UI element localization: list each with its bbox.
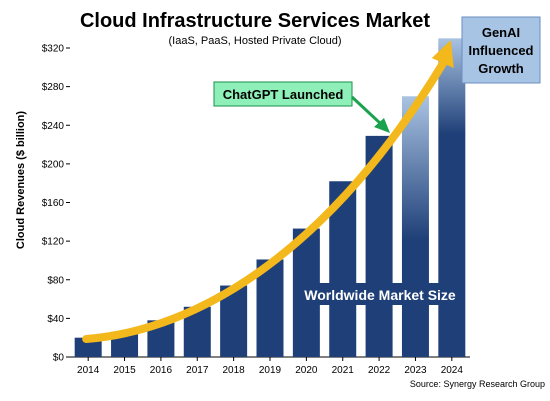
genai-label-line3: Growth <box>478 61 524 76</box>
y-axis: $0 $40 $80 $120 $160 $200 $240 $280 $320 <box>42 44 70 364</box>
x-tick-label-2016: 2016 <box>150 365 173 376</box>
genai-label-line2: Influenced <box>468 43 533 58</box>
chatgpt-callout <box>213 81 353 107</box>
source-note: Source: Synergy Research Group <box>410 379 545 389</box>
x-axis: 2014 2015 2016 2017 2018 2019 2020 2021 2022 2023… <box>77 357 463 376</box>
x-tick-label-2023: 2023 <box>404 365 427 376</box>
bar-2014 <box>74 337 102 357</box>
y-tick-label: $40 <box>47 314 64 325</box>
y-axis-label: Cloud Revenues ($ billion) <box>15 111 27 249</box>
bars <box>74 38 466 357</box>
y-tick-label: $160 <box>42 198 65 209</box>
chatgpt-pointer-head <box>374 118 390 133</box>
growth-arrow <box>82 58 448 343</box>
market-size-box <box>297 283 462 305</box>
y-tick-label: $240 <box>42 121 65 132</box>
x-tick-label-2018: 2018 <box>223 365 246 376</box>
x-tick-label-2024: 2024 <box>441 365 464 376</box>
chart-title: Cloud Infrastructure Services Market <box>80 10 430 32</box>
chatgpt-pointer <box>350 95 383 126</box>
genai-box <box>461 16 541 84</box>
y-tick-label: $200 <box>42 159 65 170</box>
x-tick-label-2022: 2022 <box>368 365 391 376</box>
chart-subtitle: (IaaS, PaaS, Hosted Private Cloud) <box>168 35 341 47</box>
growth-arrow-head <box>431 40 454 68</box>
x-tick-label-2014: 2014 <box>77 365 100 376</box>
y-tick-label: $120 <box>42 237 65 248</box>
y-tick-label: $280 <box>42 82 65 93</box>
x-tick-label-2020: 2020 <box>295 365 318 376</box>
y-tick-label: $0 <box>53 353 65 364</box>
x-tick-label-2015: 2015 <box>113 365 136 376</box>
bar-2024 <box>438 38 466 357</box>
y-tick-label: $80 <box>47 275 64 286</box>
market-size-label: Worldwide Market Size <box>304 287 456 303</box>
x-tick-label-2017: 2017 <box>186 365 209 376</box>
x-tick-label-2019: 2019 <box>259 365 282 376</box>
bar-2023 <box>401 96 429 357</box>
chatgpt-callout-label: ChatGPT Launched <box>223 87 344 102</box>
y-tick-label: $320 <box>42 44 65 55</box>
genai-label-line1: GenAI <box>482 25 520 40</box>
x-tick-label-2021: 2021 <box>332 365 355 376</box>
bar-2019 <box>256 259 284 357</box>
